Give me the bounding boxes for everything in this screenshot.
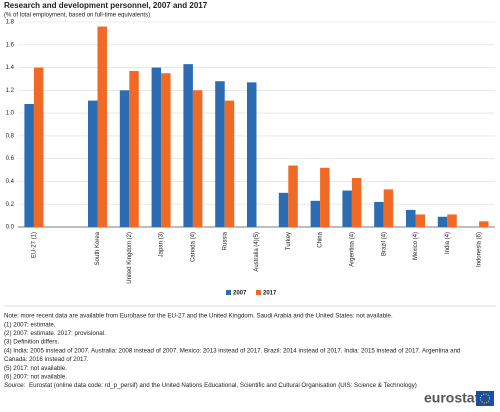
- x-tick-label: Turkey: [286, 232, 292, 250]
- note: (4) India: 2005 instead of 2007. Austral…: [4, 347, 461, 354]
- x-tick-label: Argentina (4): [349, 232, 355, 267]
- bar: [415, 214, 425, 227]
- bar: [247, 82, 257, 227]
- note: Note: more recent data are available fro…: [4, 313, 393, 320]
- bar: [320, 167, 330, 227]
- x-tick-label: EU-27 (1): [31, 232, 37, 258]
- note: Canada: 2016 instead of 2017.: [4, 356, 89, 363]
- logo-stars: [480, 393, 490, 404]
- bar: [310, 200, 321, 227]
- note: (6) 2007: not available.: [4, 374, 67, 381]
- note: (2) 2007: estimate. 2017: provisional.: [4, 330, 106, 337]
- y-tick-label: 1.6: [6, 42, 15, 48]
- y-tick-label: 0.8: [6, 133, 15, 139]
- x-tick-label: Australia (4)(5): [254, 232, 260, 272]
- bar: [479, 221, 489, 227]
- note: (3) Definition differs.: [4, 339, 60, 346]
- x-tick-label: Japan (3): [159, 232, 165, 257]
- bar: [342, 190, 352, 227]
- bar: [351, 178, 362, 227]
- y-tick-label: 0.4: [6, 179, 15, 185]
- note: (5) 2017: not available.: [4, 365, 67, 372]
- bar: [129, 70, 139, 227]
- bar: [192, 90, 203, 227]
- source: Eurostat (online data code: rd_p_persif)…: [29, 382, 417, 389]
- bar: [33, 67, 44, 227]
- logo-text: eurostat: [424, 390, 480, 406]
- x-tick-label: United Kingdom (2): [127, 232, 133, 284]
- y-tick-label: 1.2: [6, 88, 15, 94]
- bar: [278, 192, 289, 227]
- y-tick-label: 1.8: [6, 20, 15, 26]
- x-tick-label: Indonesia (6): [477, 232, 483, 267]
- bar: [97, 26, 107, 227]
- bar: [447, 214, 457, 227]
- bar: [383, 189, 394, 227]
- legend-label: 2007: [233, 291, 247, 297]
- bar: [88, 100, 98, 227]
- chart-title: Research and development personnel, 2007…: [4, 1, 208, 10]
- chart-subtitle: (% of total employment, based on full-ti…: [4, 13, 150, 19]
- y-tick-label: 0.2: [6, 202, 15, 208]
- legend-swatch: [226, 290, 231, 295]
- x-tick-label: Mexico (4): [413, 232, 419, 260]
- bar: [288, 165, 298, 227]
- bar: [374, 201, 384, 227]
- bar: [119, 90, 130, 227]
- bar: [406, 209, 416, 227]
- bar: [215, 81, 225, 227]
- logo: eurostat: [424, 390, 494, 406]
- bar: [151, 67, 162, 227]
- x-tick-label: Russia: [222, 231, 228, 250]
- x-tick-label: China: [318, 231, 324, 247]
- bar: [183, 64, 193, 227]
- note: (1) 2007: estimate.: [4, 321, 56, 328]
- y-tick-label: 1.4: [6, 65, 15, 71]
- logo-flag: [476, 391, 494, 406]
- x-tick-label: India (4): [445, 232, 451, 254]
- legend-swatch: [256, 290, 261, 295]
- y-tick-label: 0.0: [6, 225, 15, 231]
- x-tick-label: South Korea: [95, 231, 101, 265]
- legend-label: 2017: [263, 291, 277, 297]
- x-tick-label: Brazil (4): [381, 232, 387, 256]
- bar: [437, 216, 448, 227]
- y-tick-label: 1.0: [6, 111, 15, 117]
- bar: [161, 73, 171, 227]
- bar: [224, 100, 235, 227]
- y-tick-label: 0.6: [6, 156, 15, 162]
- x-tick-label: Canada (4): [190, 232, 196, 262]
- bar: [24, 104, 34, 227]
- source-label: Source:: [4, 382, 26, 389]
